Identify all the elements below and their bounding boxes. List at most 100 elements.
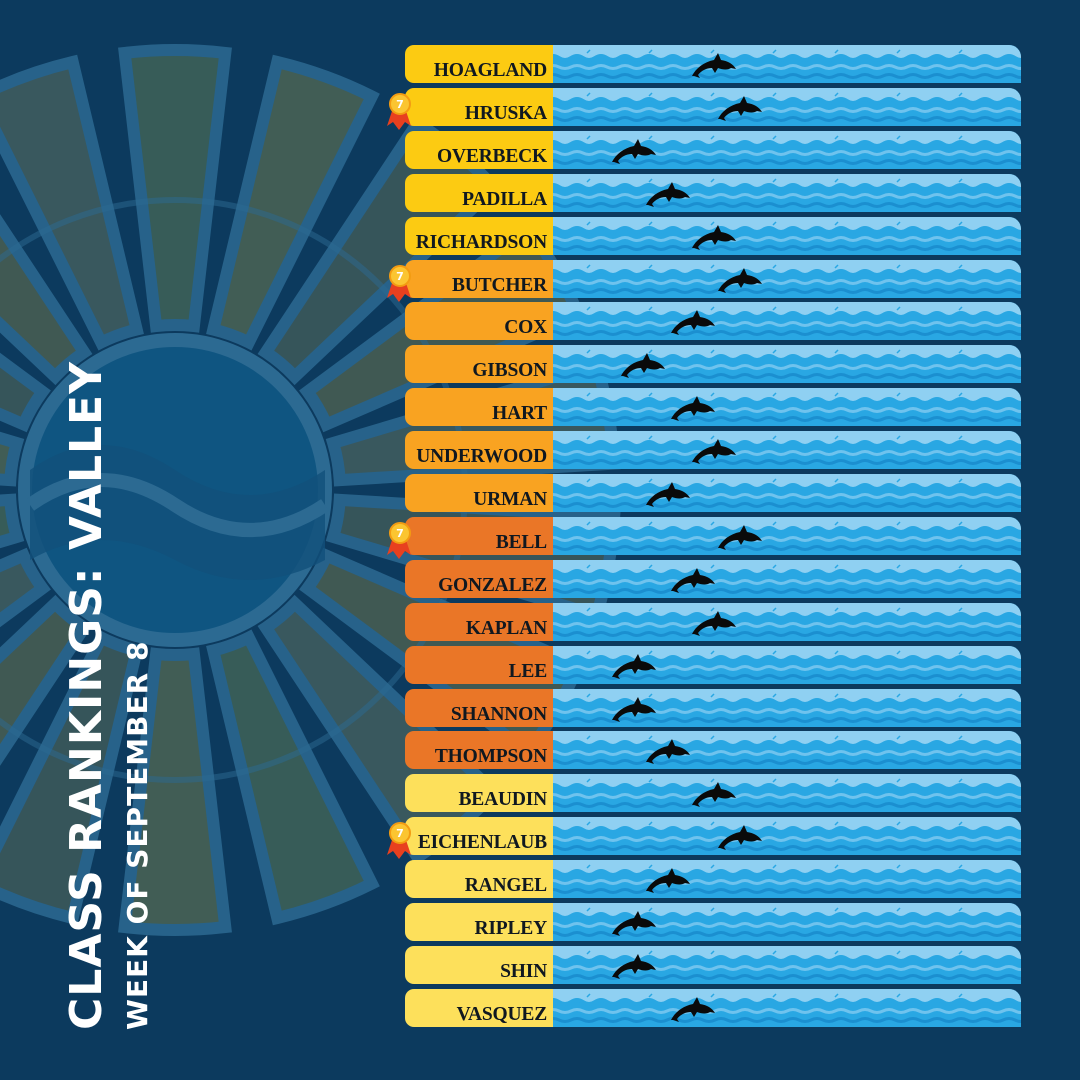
dolphin-icon [612,696,656,722]
dolphin-icon [671,310,715,336]
medal-badge-text: 7 [396,827,404,840]
dolphin-icon [718,267,762,293]
progress-lane [547,302,1021,341]
name-tag: UNDERWOOD [405,431,553,470]
student-name: BEAUDIN [458,789,547,811]
name-tag: THOMPSON [405,731,553,770]
dolphin-icon [671,996,715,1022]
ranking-row: HRUSKA 7 [387,87,1021,130]
ranking-row: BEAUDIN [405,774,1021,813]
name-tag: HRUSKA [405,87,553,126]
student-name: GIBSON [472,360,547,382]
progress-lane [547,817,1021,856]
progress-lane [547,988,1021,1027]
name-tag: EICHENLAUB [405,817,553,856]
medal-icon: 7 [387,822,411,860]
medal-icon: 7 [387,92,411,130]
dolphin-icon [612,953,656,979]
dolphin-icon [692,782,736,808]
student-name: BUTCHER [451,274,547,296]
student-name: OVERBECK [436,145,547,167]
progress-lane [547,731,1021,770]
student-name: GONZALEZ [438,574,547,596]
ranking-row: BELL 7 [387,516,1021,559]
student-name: VASQUEZ [456,1003,548,1025]
progress-lane [547,388,1021,427]
progress-lane [547,774,1021,813]
dolphin-icon [718,524,762,550]
emblem-spoke [206,629,380,926]
emblem-spoke [0,547,51,628]
dolphin-icon [646,181,690,207]
progress-lane [547,259,1021,298]
medal-icon: 7 [387,521,411,559]
student-name: BELL [495,531,547,553]
progress-lane [547,860,1021,899]
student-name: RICHARDSON [415,231,547,253]
ranking-row: EICHENLAUB 7 [387,817,1021,860]
student-name: LEE [508,660,548,682]
progress-lane [547,945,1021,984]
dolphin-icon [646,739,690,765]
student-name: RIPLEY [474,918,548,939]
progress-lane [547,645,1021,684]
ranking-row: HART [405,388,1021,427]
dolphin-icon [718,95,762,121]
ranking-row: BUTCHER 7 [387,259,1021,302]
ranking-row: URMAN [405,474,1021,512]
student-name: HART [492,403,547,425]
ranking-row: RIPLEY [405,903,1021,941]
ranking-row: KAPLAN [405,602,1021,641]
dolphin-icon [612,911,656,936]
name-tag: OVERBECK [405,130,553,169]
ranking-row: SHIN [405,945,1021,984]
student-name: SHANNON [450,703,547,725]
medal-icon: 7 [387,264,411,302]
student-name: HRUSKA [464,102,547,124]
name-tag: SHIN [405,945,553,984]
dolphin-icon [692,224,736,250]
student-name: SHIN [500,960,547,982]
student-name: KAPLAN [465,617,547,639]
dolphin-icon [646,482,690,507]
progress-lane [547,431,1021,470]
name-tag: BUTCHER [405,259,553,298]
progress-lane [547,474,1021,512]
emblem-spoke [206,54,380,351]
name-tag: RANGEL [405,860,553,899]
student-name: THOMPSON [434,746,547,768]
name-tag: BELL [405,516,553,555]
progress-lane [547,516,1021,555]
progress-lane [547,45,1021,83]
ranking-row: SHANNON [405,688,1021,727]
emblem-spoke [0,594,93,766]
ranking-row: OVERBECK [405,130,1021,169]
medal-badge-text: 7 [396,270,404,283]
student-name: PADILLA [462,188,547,210]
dolphin-icon [612,138,656,164]
progress-lane [547,602,1021,641]
name-tag: GIBSON [405,345,553,384]
emblem-spoke [0,493,25,549]
dolphin-icon [671,567,715,593]
ranking-row: VASQUEZ [405,988,1021,1027]
name-tag: PADILLA [405,173,553,212]
name-tag: HART [405,388,553,427]
emblem-spoke [118,44,232,333]
dolphin-icon [692,610,736,636]
medal-badge-text: 7 [396,98,404,111]
progress-lane [547,345,1021,384]
name-tag: LEE [405,645,553,684]
name-tag: COX [405,302,553,341]
progress-lane [547,688,1021,727]
name-tag: URMAN [405,474,553,512]
name-tag: KAPLAN [405,602,553,641]
emblem-spoke [0,54,144,351]
emblem-spoke [0,214,93,386]
ranking-row: GONZALEZ [405,559,1021,598]
ranking-row: HOAGLAND [405,45,1021,83]
student-name: COX [504,317,547,339]
emblem-spoke [0,431,25,487]
dolphin-icon [671,396,715,422]
